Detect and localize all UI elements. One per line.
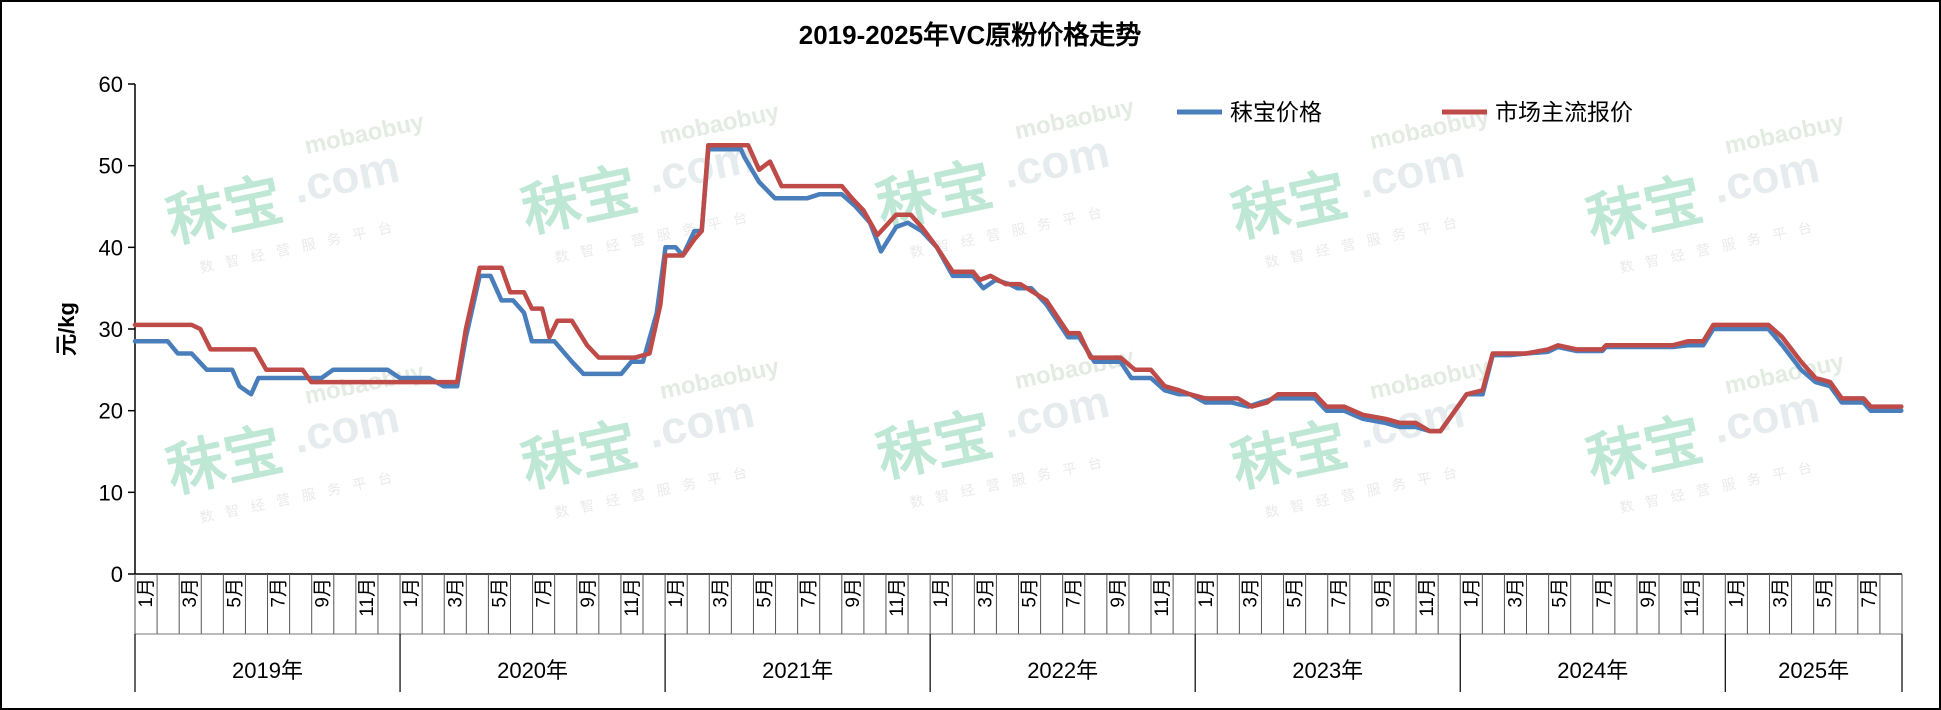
- x-month-label: 7月: [1859, 578, 1880, 608]
- x-year-label: 2024年: [1557, 658, 1628, 683]
- x-year-label: 2022年: [1027, 658, 1098, 683]
- y-axis: 0 10 20 30 40 50 60: [99, 72, 136, 587]
- series-line-2: [132, 143, 1904, 434]
- x-month-label: 9月: [843, 578, 864, 608]
- x-month-label: 9月: [578, 578, 599, 608]
- x-month-label: 11月: [887, 578, 908, 617]
- x-month-label: 3月: [1771, 578, 1792, 608]
- y-tick-label: 40: [99, 235, 123, 260]
- x-month-label: 5月: [1285, 578, 1306, 608]
- watermark-logo: 秣宝: [1581, 407, 1708, 495]
- x-month-label: 7月: [534, 578, 555, 608]
- x-month-label: 11月: [357, 578, 378, 617]
- x-month-label: 3月: [445, 578, 466, 608]
- x-month-label: 5月: [1815, 578, 1836, 608]
- x-month-label: 1月: [401, 578, 422, 608]
- watermark-logo: 秣宝: [871, 152, 998, 240]
- x-month-label: 1月: [136, 578, 157, 608]
- x-month-label: 5月: [754, 578, 775, 608]
- x-month-label: 9月: [1373, 578, 1394, 608]
- watermark-logo: 秣宝: [161, 167, 288, 255]
- x-year-label: 2021年: [762, 658, 833, 683]
- watermark-logo: 秣宝: [1581, 167, 1708, 255]
- y-tick-label: 60: [99, 72, 123, 97]
- x-month-label: 11月: [1682, 578, 1703, 617]
- x-month-label: 7月: [269, 578, 290, 608]
- x-month-label: 11月: [622, 578, 643, 617]
- series-layer: [132, 143, 1904, 434]
- legend-label-series-2: 市场主流报价: [1495, 99, 1633, 125]
- x-month-label: 3月: [180, 578, 201, 608]
- x-month-label: 7月: [1329, 578, 1350, 608]
- x-month-label: 1月: [1726, 578, 1747, 608]
- chart-title: 2019-2025年VC原粉价格走势: [799, 20, 1141, 50]
- x-month-label: 5月: [489, 578, 510, 608]
- x-year-label: 2019年: [232, 658, 303, 683]
- x-month-label: 3月: [975, 578, 996, 608]
- watermark-logo: 秣宝: [1226, 162, 1353, 250]
- x-month-label: 1月: [931, 578, 952, 608]
- watermark-logo: 秣宝: [1226, 412, 1353, 500]
- x-month-label: 7月: [799, 578, 820, 608]
- x-month-label: 7月: [1594, 578, 1615, 608]
- x-month-label: 3月: [1505, 578, 1526, 608]
- y-tick-label: 20: [99, 399, 123, 424]
- watermark-logo: 秣宝: [516, 157, 643, 245]
- watermark-logo: 秣宝: [516, 412, 643, 500]
- x-month-label: 11月: [1417, 578, 1438, 617]
- x-month-label: 7月: [1064, 578, 1085, 608]
- y-tick-label: 30: [99, 317, 123, 342]
- legend: 秣宝价格 市场主流报价: [1177, 99, 1633, 125]
- x-month-label: 1月: [1461, 578, 1482, 608]
- y-axis-label: 元/kg: [54, 302, 79, 356]
- x-month-label: 5月: [224, 578, 245, 608]
- x-month-label: 9月: [313, 578, 334, 608]
- x-month-label: 3月: [710, 578, 731, 608]
- x-month-label: 9月: [1638, 578, 1659, 608]
- legend-label-series-1: 秣宝价格: [1230, 99, 1322, 125]
- watermark-logo: 秣宝: [871, 402, 998, 490]
- x-year-label: 2025年: [1778, 658, 1849, 683]
- x-year-label: 2020年: [497, 658, 568, 683]
- y-tick-label: 50: [99, 154, 123, 179]
- x-month-label: 3月: [1240, 578, 1261, 608]
- x-month-label: 5月: [1550, 578, 1571, 608]
- y-tick-label: 0: [111, 562, 123, 587]
- y-tick-label: 10: [99, 480, 123, 505]
- x-year-label: 2023年: [1292, 658, 1363, 683]
- watermark-logo: 秣宝: [161, 417, 288, 505]
- x-month-label: 5月: [1020, 578, 1041, 608]
- x-axis: 1月 3月 5月 7月 9月 11月 1月 3月 5月 7月 9月 11月 1月 3月 5月 7月 9月 11月 1…: [134, 573, 1903, 692]
- x-month-label: 1月: [666, 578, 687, 608]
- x-month-label: 11月: [1152, 578, 1173, 617]
- x-month-label: 1月: [1196, 578, 1217, 608]
- x-month-label: 9月: [1108, 578, 1129, 608]
